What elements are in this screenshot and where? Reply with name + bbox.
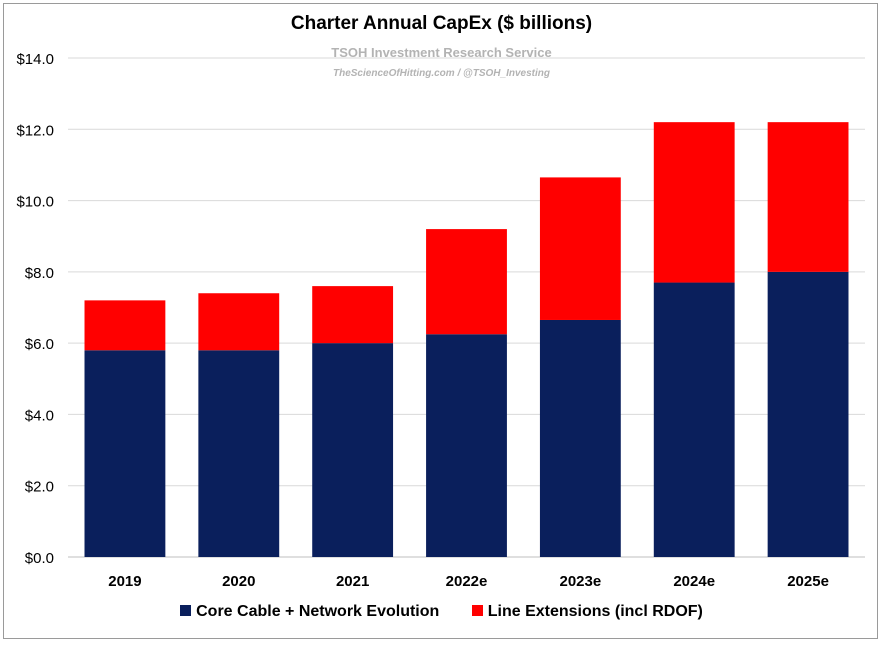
bar-core-cable: [312, 343, 394, 557]
chart-legend: Core Cable + Network Evolution Line Exte…: [0, 603, 883, 621]
legend-swatch-line-extensions: [471, 605, 483, 616]
x-tick-label: 2020: [222, 573, 255, 590]
bar-line-extensions: [426, 229, 507, 335]
y-tick-label: $10.0: [16, 194, 54, 211]
y-tick-label: $0.0: [25, 550, 54, 567]
bar-core-cable: [539, 319, 621, 557]
x-tick-label: 2022e: [446, 573, 488, 590]
bar-core-cable: [653, 282, 735, 557]
watermark-service-name: TSOH Investment Research Service: [331, 45, 552, 60]
legend-item-line-extensions: Line Extensions (incl RDOF): [471, 603, 703, 621]
watermark-website: TheScienceOfHitting.com / @TSOH_Investin…: [332, 68, 550, 79]
bar-core-cable: [84, 350, 166, 557]
y-tick-label: $6.0: [25, 336, 54, 353]
legend-swatch-core: [180, 605, 192, 616]
x-tick-label: 2019: [108, 573, 141, 590]
legend-label-line-extensions: Line Extensions (incl RDOF): [487, 603, 703, 620]
x-tick-label: 2023e: [559, 573, 601, 590]
bar-line-extensions: [767, 122, 849, 272]
x-tick-label: 2021: [336, 573, 369, 590]
bar-core-cable: [198, 350, 280, 557]
bar-core-cable: [767, 271, 849, 557]
x-tick-label: 2025e: [787, 573, 829, 590]
bar-core-cable: [426, 334, 507, 557]
bar-line-extensions: [653, 122, 735, 283]
y-tick-label: $2.0: [25, 479, 54, 496]
bar-line-extensions: [312, 286, 394, 344]
bar-line-extensions: [84, 300, 166, 351]
y-tick-label: $12.0: [16, 122, 54, 139]
x-tick-label: 2024e: [673, 573, 715, 590]
bar-line-extensions: [198, 293, 280, 351]
legend-label-core: Core Cable + Network Evolution: [196, 603, 440, 620]
y-tick-label: $4.0: [25, 407, 54, 424]
chart-title: Charter Annual CapEx ($ billions): [290, 13, 593, 34]
y-tick-label: $14.0: [16, 51, 54, 68]
bar-line-extensions: [539, 177, 621, 320]
legend-item-core: Core Cable + Network Evolution: [180, 603, 439, 621]
y-tick-label: $8.0: [25, 265, 54, 282]
